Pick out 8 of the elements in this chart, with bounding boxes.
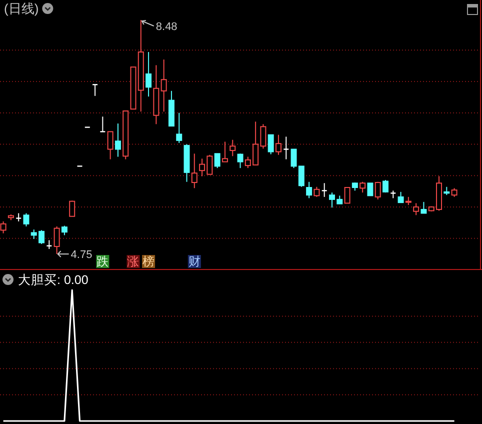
annotation: 8.48	[156, 21, 178, 33]
text: 榜	[142, 254, 155, 268]
text: 跌	[96, 254, 109, 268]
chart-title: (日线)	[4, 1, 39, 16]
chart-title: 大胆买: 0.00	[18, 273, 88, 287]
text: 财	[188, 254, 200, 268]
annotation: 4.75	[70, 249, 92, 261]
text: 涨	[127, 254, 140, 268]
